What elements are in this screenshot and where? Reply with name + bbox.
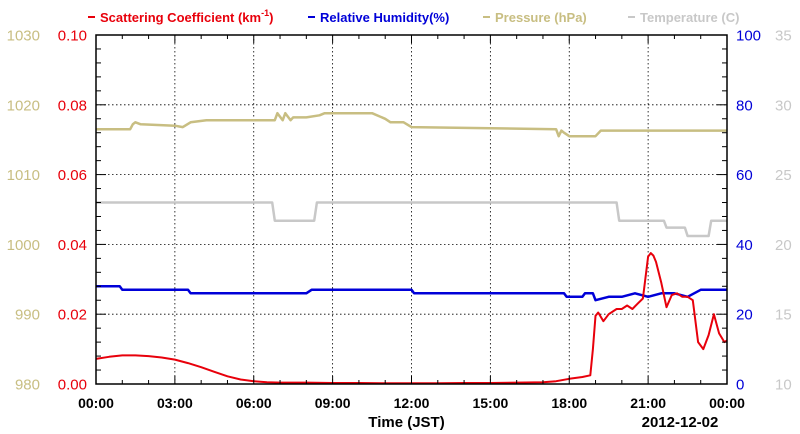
x-tick-label: 12:00 (394, 395, 430, 411)
series-line-temperature (96, 201, 727, 238)
legend: Scattering Coefficient (km-1) Relative Hu… (88, 8, 739, 25)
grid (96, 35, 727, 384)
legend-label-main: Pressure (hPa) (495, 10, 587, 25)
y-tick-label-temperature: 30 (775, 97, 792, 114)
legend-label-main: Temperature (C) (640, 10, 739, 25)
y-tick-label-pressure: 1030 (7, 28, 40, 45)
x-tick-label: 00:00 (709, 395, 745, 411)
y-tick-label-humidity: 0 (736, 377, 744, 394)
x-tick-label: 21:00 (630, 395, 666, 411)
y-tick-label-humidity: 100 (736, 28, 761, 45)
y-tick-label-humidity: 20 (736, 307, 753, 324)
y-tick-label-humidity: 80 (736, 97, 753, 114)
legend-label-main: Scattering Coefficient (km (100, 10, 261, 25)
y-tick-label-pressure: 1020 (7, 97, 40, 114)
y-tick-label-pressure: 990 (15, 307, 40, 324)
series-line-scattering-coefficient (95, 252, 728, 385)
y-axes: 98099010001010102010300.000.020.040.060.… (7, 28, 792, 394)
date-label: 2012-12-02 (642, 414, 719, 431)
legend-label-temp: Temperature (C) (640, 10, 739, 25)
legend-label-close: ) (269, 10, 273, 25)
y-tick-label-humidity: 60 (736, 167, 753, 184)
x-axis: 00:00 03:00 06:00 09:00 12:00 15:00 18:00 21:00… (78, 395, 745, 411)
ticks-layer (95, 34, 728, 385)
y-tick-label-pressure: 1000 (7, 237, 40, 254)
y-tick-label-temperature: 10 (775, 377, 792, 394)
y-tick-label-temperature: 35 (775, 28, 792, 45)
x-tick-label: 18:00 (551, 395, 587, 411)
y-tick-label-humidity: 40 (736, 237, 753, 254)
y-tick-label-scattering: 0.10 (58, 28, 87, 45)
y-tick-label-scattering: 0.06 (58, 167, 87, 184)
y-tick-label-scattering: 0.04 (58, 237, 87, 254)
y-tick-label-scattering: 0.02 (58, 307, 87, 324)
y-tick-label-temperature: 15 (775, 307, 792, 324)
legend-label-rh: Relative Humidity(%) (320, 10, 449, 25)
x-axis-title: Time (JST) (368, 414, 444, 431)
legend-label-scat: Scattering Coefficient (km-1) (100, 8, 273, 25)
y-tick-label-pressure: 980 (15, 377, 40, 394)
x-tick-label: 03:00 (157, 395, 193, 411)
x-tick-label: 00:00 (78, 395, 114, 411)
series-layer (95, 111, 728, 385)
x-tick-label: 09:00 (315, 395, 351, 411)
legend-label-pres: Pressure (hPa) (495, 10, 587, 25)
y-tick-label-scattering: 0.08 (58, 97, 87, 114)
y-tick-label-pressure: 1010 (7, 167, 40, 184)
y-tick-label-scattering: 0.00 (58, 377, 87, 394)
legend-label-superscript: -1 (261, 8, 269, 18)
x-tick-label: 15:00 (472, 395, 508, 411)
y-tick-label-temperature: 25 (775, 167, 792, 184)
y-tick-label-temperature: 20 (775, 237, 792, 254)
legend-label-main: Relative Humidity(%) (320, 10, 449, 25)
series-line-pressure (96, 111, 727, 138)
x-tick-label: 06:00 (236, 395, 272, 411)
